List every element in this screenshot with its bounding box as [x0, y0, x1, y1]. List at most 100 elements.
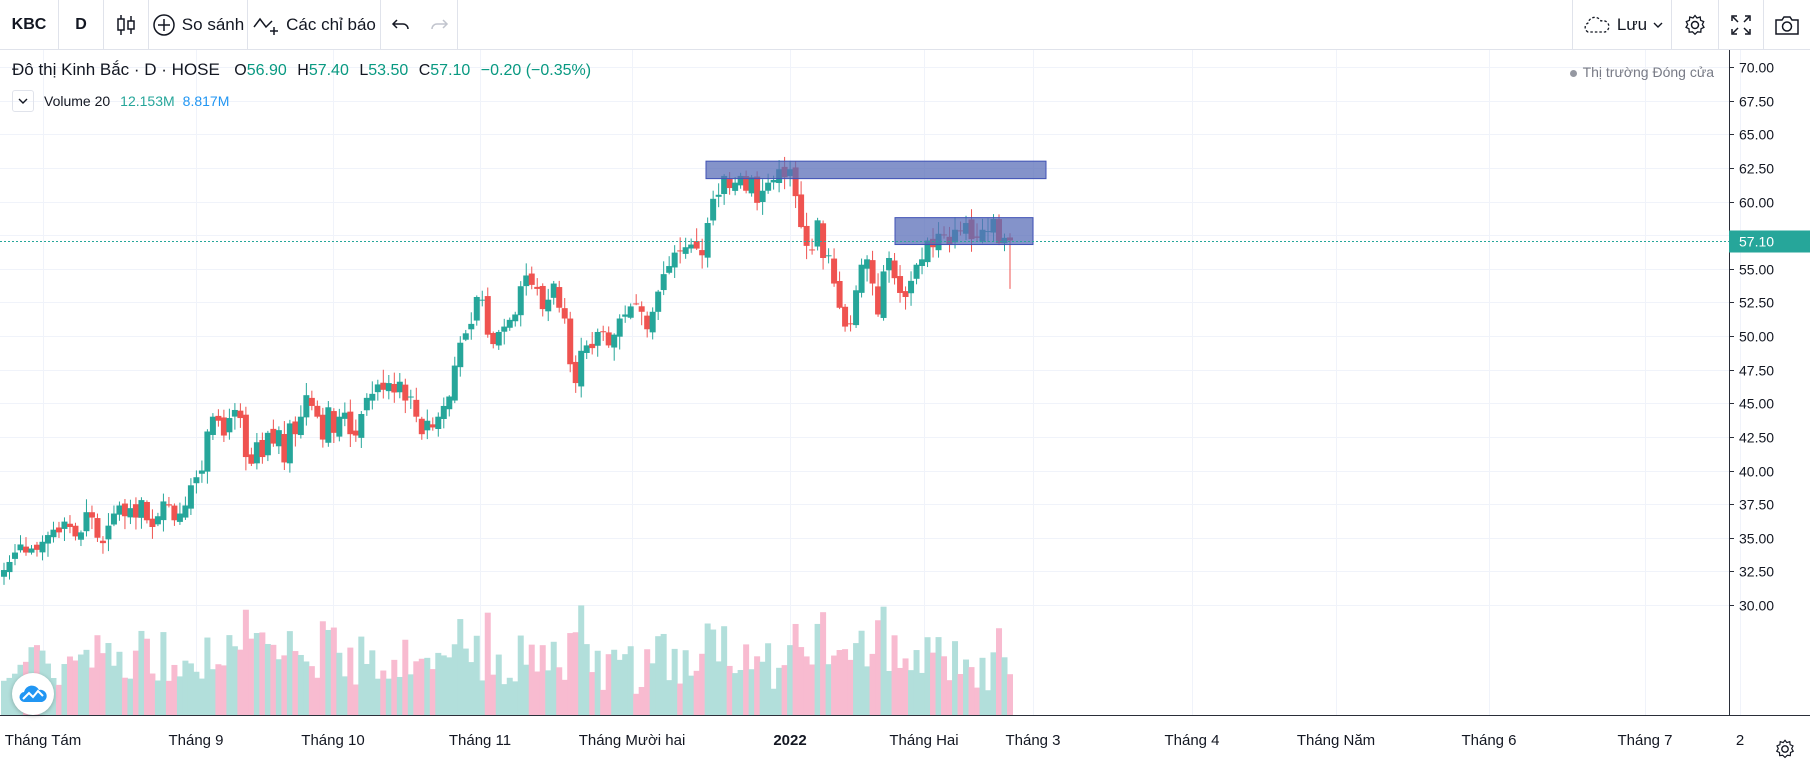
- volume-bar: [55, 684, 62, 715]
- settings-button[interactable]: [1672, 0, 1718, 50]
- volume-bar: [523, 664, 530, 715]
- volume-bar: [655, 636, 662, 715]
- volume-bar: [424, 657, 431, 715]
- volume-bar: [226, 635, 233, 715]
- candle-body: [688, 244, 695, 249]
- candle-body: [154, 516, 161, 525]
- candle-body: [880, 271, 887, 318]
- redo-button[interactable]: [421, 0, 457, 50]
- candlestick-icon: [115, 13, 137, 37]
- candle-body: [605, 332, 612, 346]
- volume-bar: [924, 637, 931, 715]
- volume-bar: [248, 638, 255, 715]
- candle-body: [99, 540, 106, 544]
- volume-bar: [633, 693, 640, 715]
- volume-bar: [699, 653, 706, 715]
- volume-bar: [451, 644, 458, 715]
- candle-body: [847, 323, 854, 325]
- volume-bar: [600, 689, 607, 715]
- volume-bar: [198, 678, 205, 715]
- volume-bar: [473, 635, 480, 715]
- time-tick-label: Tháng Năm: [1297, 732, 1375, 749]
- candle-body: [655, 291, 662, 312]
- candle-body: [484, 296, 491, 335]
- volume-bar: [765, 643, 772, 715]
- indicators-button[interactable]: Các chỉ báo: [248, 0, 380, 50]
- candle-body: [358, 414, 365, 438]
- volume-bar: [363, 663, 370, 715]
- volume-bar: [413, 661, 420, 715]
- volume-bar: [649, 663, 656, 715]
- candle-body: [303, 395, 310, 418]
- toolbar-divider: [58, 0, 59, 50]
- volume-bar: [220, 665, 227, 715]
- time-axis: Tháng Tám Tháng 9 Tháng 10 Tháng 11 Tháng Mư…: [5, 732, 1744, 749]
- volume-bar: [919, 672, 926, 715]
- zone-rectangle: [705, 160, 1047, 180]
- interval-button[interactable]: D: [75, 15, 87, 33]
- volume-bar: [457, 619, 464, 715]
- symbol-search[interactable]: KBC: [11, 15, 47, 33]
- compare-button[interactable]: So sánh: [149, 0, 247, 50]
- undo-button[interactable]: [381, 0, 421, 50]
- candle-body: [297, 416, 304, 436]
- candle-body: [396, 381, 403, 393]
- volume-bar: [132, 650, 139, 715]
- candle-body: [583, 345, 590, 353]
- volume-bar: [974, 687, 981, 715]
- volume-bar: [869, 653, 876, 715]
- volume-bar: [743, 644, 750, 715]
- time-tick-label: Tháng 3: [1005, 732, 1060, 749]
- candle-body: [633, 303, 640, 305]
- volume-bar: [270, 644, 277, 715]
- volume-bar: [677, 683, 684, 715]
- volume-bar: [1, 680, 7, 715]
- candle-body: [919, 259, 926, 267]
- tradingview-logo-button[interactable]: [12, 673, 54, 715]
- undo-icon: [391, 15, 411, 35]
- price-chart[interactable]: 70.0067.5065.0062.5060.0057.5055.0052.50…: [0, 50, 1810, 771]
- candle-body: [457, 342, 464, 368]
- volume-bars: [1, 605, 1013, 715]
- close-value: C57.10: [418, 62, 471, 79]
- fullscreen-icon: [1730, 14, 1752, 36]
- candle-body: [330, 411, 337, 433]
- candle-body: [825, 255, 832, 257]
- volume-bar: [479, 680, 486, 715]
- candle-body: [864, 259, 871, 269]
- time-tick-label: 2022: [773, 732, 806, 749]
- change-value: −0.20 (−0.35%): [480, 62, 592, 79]
- candle-body: [792, 167, 799, 197]
- candle-body: [435, 416, 442, 430]
- collapse-legend-button[interactable]: [12, 90, 34, 112]
- candle-body: [671, 252, 678, 268]
- candle-body: [495, 331, 502, 346]
- candle-body: [171, 505, 178, 521]
- candle-body: [809, 249, 816, 251]
- candle-body: [748, 177, 755, 194]
- candle-body: [638, 306, 645, 312]
- chart-type-button[interactable]: [104, 0, 148, 50]
- candle-body: [116, 505, 123, 515]
- candle-body: [594, 331, 601, 346]
- time-tick-label: Tháng 4: [1164, 732, 1219, 749]
- candle-body: [644, 315, 651, 330]
- candle-body: [699, 250, 706, 256]
- candle-body: [682, 247, 689, 254]
- save-button[interactable]: Lưu: [1573, 0, 1671, 50]
- candle-body: [226, 418, 233, 433]
- candle-body: [264, 432, 271, 456]
- candle-body: [875, 286, 882, 315]
- candle-body: [468, 323, 475, 330]
- candle-body: [352, 430, 359, 436]
- time-tick-label: Tháng Tám: [5, 732, 81, 749]
- candle-body: [501, 326, 508, 332]
- axis-settings-button[interactable]: [1774, 738, 1796, 765]
- candle-body: [149, 518, 156, 527]
- volume-bar: [902, 658, 909, 715]
- candle-body: [94, 518, 101, 538]
- toolbar-divider: [380, 0, 381, 50]
- candle-body: [754, 176, 761, 203]
- fullscreen-button[interactable]: [1719, 0, 1763, 50]
- screenshot-button[interactable]: [1764, 0, 1810, 50]
